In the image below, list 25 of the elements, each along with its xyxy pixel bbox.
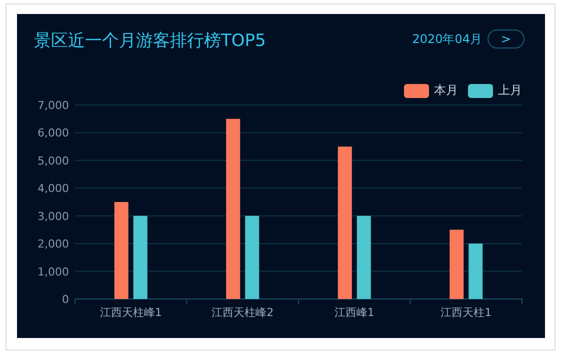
bar xyxy=(226,118,240,299)
x-tick-label: 江西天柱峰1 xyxy=(100,306,162,319)
x-tick-label: 江西天柱峰2 xyxy=(212,306,274,319)
y-tick-label: 5,000 xyxy=(38,154,69,168)
x-tick-label: 江西峰1 xyxy=(334,306,374,319)
y-tick-label: 1,000 xyxy=(38,265,69,278)
chart-title: 景区近一个月游客排行榜TOP5 xyxy=(34,31,266,51)
y-tick-label: 4,000 xyxy=(38,182,69,196)
y-tick-label: 0 xyxy=(62,293,69,306)
x-tick-label: 江西天柱1 xyxy=(440,306,492,319)
bar xyxy=(356,216,371,299)
bar xyxy=(114,202,128,299)
button: > xyxy=(488,30,524,48)
bar xyxy=(468,244,483,299)
chart-subtitle: 2020年04月 xyxy=(412,32,482,46)
bar xyxy=(450,230,464,299)
legend-label: 本月 xyxy=(434,83,458,97)
y-tick-label: 2,000 xyxy=(38,238,69,251)
y-tick-label: 7,000 xyxy=(38,99,69,112)
y-tick-label: 6,000 xyxy=(38,126,69,140)
bar xyxy=(245,216,260,299)
bar xyxy=(338,146,352,299)
legend-label: 上月 xyxy=(498,83,522,97)
y-tick-label: 3,000 xyxy=(38,210,69,223)
bar xyxy=(133,216,148,299)
